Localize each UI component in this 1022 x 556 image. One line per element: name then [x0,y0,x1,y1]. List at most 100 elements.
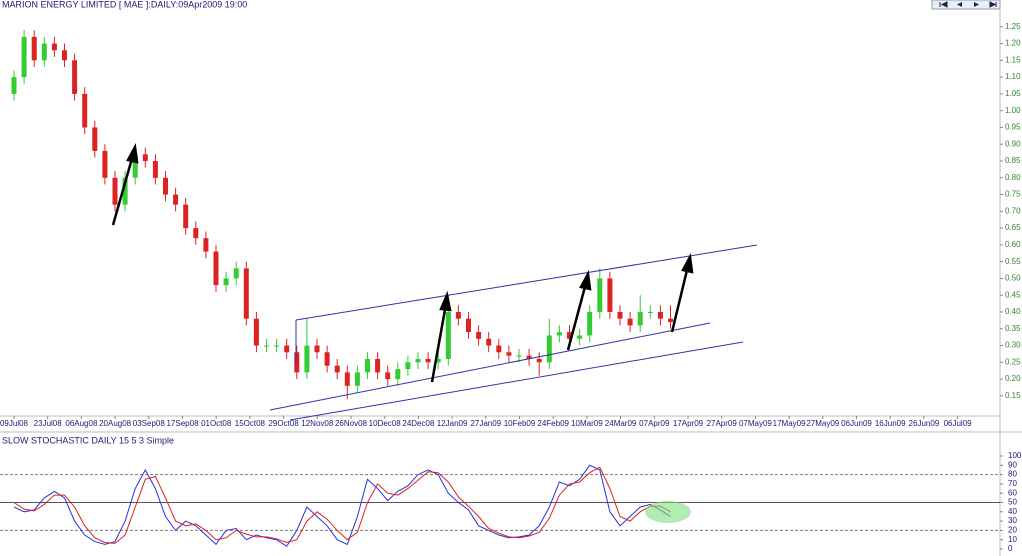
indicator-title: SLOW STOCHASTIC DAILY 15 5 3 Simple [2,435,174,445]
candle-body [112,177,118,205]
arrow-head [579,270,592,291]
candle-body [657,311,663,319]
channel-upper [295,244,758,321]
candle-body [233,268,239,279]
arrow [566,282,588,351]
arrow-head [126,143,139,164]
y-tick-label: 50 [1008,498,1017,507]
y-tick-label: 0.45 [1005,290,1021,299]
x-tick-label: 26Jun09 [909,419,940,428]
candle-body [41,43,47,61]
candle-body [556,332,562,336]
candle-body [607,278,613,312]
y-tick-label: 0.75 [1005,190,1021,199]
y-tick-label: 70 [1008,479,1017,488]
candle-body [21,36,27,78]
candle-body [536,358,542,363]
nav-next[interactable] [974,2,979,7]
y-tick-label: 0.90 [1005,139,1021,148]
y-tick-label: 90 [1008,460,1017,469]
candle-body [173,194,179,205]
candle-body [334,365,340,373]
y-tick-label: 0.20 [1005,374,1021,383]
y-tick-label: 0 [1008,544,1013,553]
candle-body [486,338,492,346]
candle-body [496,345,502,353]
candle-body [314,345,320,353]
arrow [111,154,135,226]
x-tick-label: 06Jul09 [944,419,973,428]
y-tick-label: 1.15 [1005,55,1021,64]
candle-body [466,318,471,333]
candle-body [213,251,219,286]
x-tick-label: 17Sep08 [166,419,199,428]
candle-body [82,93,88,128]
nav-last[interactable] [989,1,997,8]
candle-body [546,335,552,363]
x-tick-label: 07Apr09 [639,419,670,428]
candle-body [51,43,57,51]
y-tick-label: 0.25 [1005,357,1021,366]
annotations [111,143,758,523]
x-tick-label: 06Aug08 [65,419,98,428]
x-tick-label: 27May09 [806,419,839,428]
candle-body [567,332,572,339]
x-tick-label: 06Jun09 [841,419,872,428]
y-tick-label: 0.40 [1005,307,1021,316]
candle-body [506,352,512,356]
candle-body [425,358,431,363]
y-tick-label: 30 [1008,516,1017,525]
candle-body [92,127,98,151]
y-tick-label: 1.05 [1005,89,1021,98]
nav-bar[interactable] [931,0,1001,10]
y-tick-label: 1.25 [1005,22,1021,31]
candle-body [597,278,603,312]
arrow [670,265,690,333]
y-tick-label: 0.35 [1005,324,1021,333]
x-tick-label: 24Feb09 [537,419,569,428]
candle-body [415,358,421,363]
y-tick-label: 1.00 [1005,106,1021,115]
x-tick-label: 12Jan09 [437,419,468,428]
candle-body [577,335,583,339]
candle-body [435,358,441,363]
candle-body [445,311,451,359]
y-tick-label: 100 [1008,451,1022,460]
candle-body [526,355,532,359]
nav-prev[interactable] [957,2,962,7]
x-tick-label: 23Jul08 [34,419,63,428]
channel-middle [269,322,711,411]
x-tick-label: 09Jul08 [0,419,29,428]
arrow [430,303,448,383]
y-tick-label: 0.80 [1005,173,1021,182]
candle-body [385,372,391,380]
candle-body [62,50,67,61]
candle-body [253,318,259,346]
candle-body [193,228,199,239]
nav-buttons[interactable] [931,0,1001,10]
x-tick-label: 26Nov08 [335,419,368,428]
candle-body [476,332,482,339]
x-tick-label: 17Apr09 [673,419,704,428]
nav-first[interactable] [939,1,948,8]
candle-body [163,177,168,195]
candle-body [72,60,78,94]
chart-title: MARION ENERGY LIMITED [ MAE ]:DAILY:09Ap… [2,0,247,9]
x-tick-label: 27Apr09 [707,419,738,428]
candle-body [668,318,673,323]
stochastic-line [13,464,671,547]
x-tick-label: 29Oct08 [268,419,299,428]
candle-body [274,345,280,347]
y-tick-label: 0.70 [1005,206,1021,215]
candle-body [375,358,381,373]
y-tick-label: 1.20 [1005,39,1021,48]
candle-body [183,204,189,229]
candle-body [516,355,522,357]
candle-body [617,311,623,319]
y-tick-label: 0.55 [1005,257,1021,266]
candle-body [587,311,593,336]
candle-body [31,36,37,61]
candle-body [627,318,633,326]
